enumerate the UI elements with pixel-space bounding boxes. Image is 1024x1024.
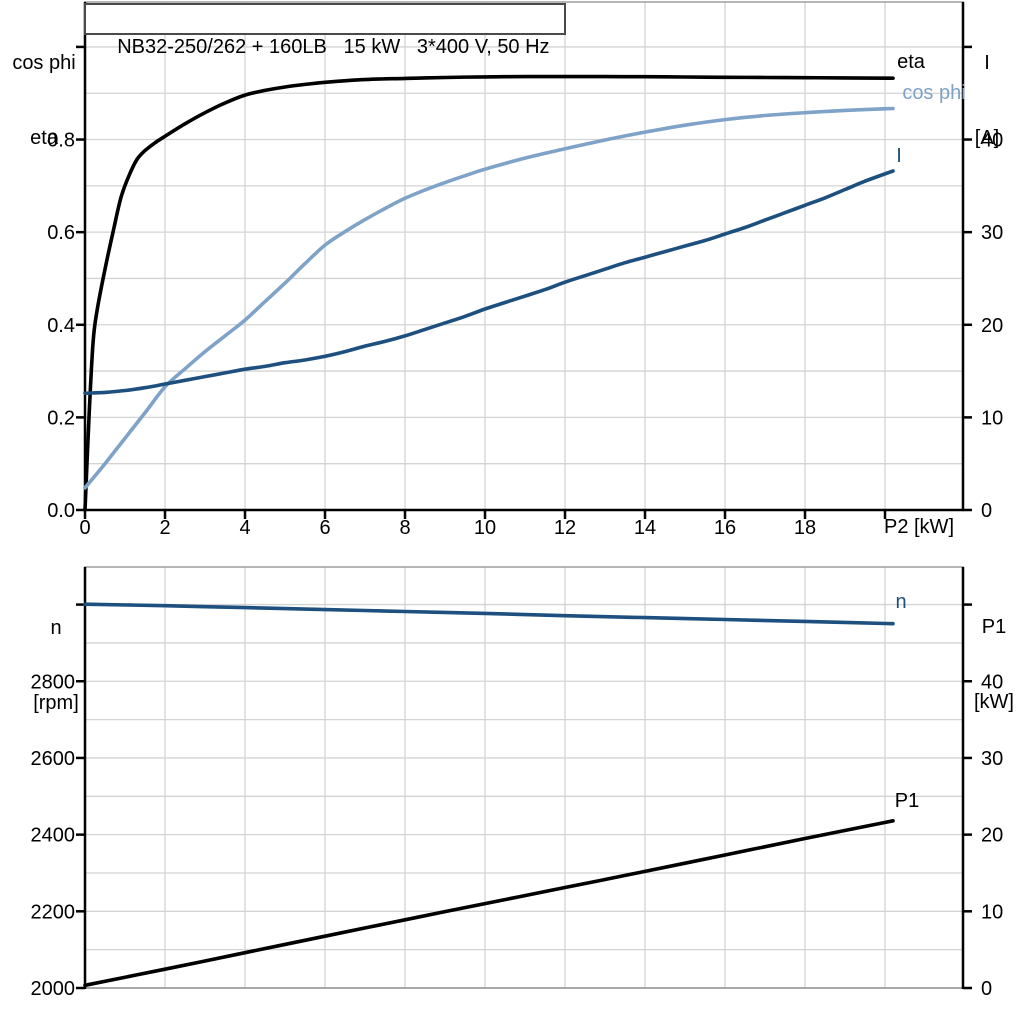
n-curve [83,602,895,626]
speed-axis-title-line1: n [50,617,62,639]
right-tick-label: 30 [981,748,1003,770]
bottom-left-axis-title: n [rpm] [18,566,94,766]
x-tick-label: 14 [634,517,656,539]
P1-curve-label: P1 [895,790,919,812]
right-tick-label: 40 [981,130,1003,152]
p1-axis-title-line2: [kW] [974,691,1014,713]
left-tick-label: 2200 [31,901,76,923]
n-curve-label: n [895,591,906,613]
left-tick-label: 0.4 [47,315,75,337]
left-tick-label: 2800 [31,671,76,693]
x-tick-label: 16 [714,517,736,539]
x-tick-label: 6 [319,517,330,539]
left-tick-label: 2000 [31,978,76,1000]
right-tick-label: 40 [981,671,1003,693]
left-tick-label: 0.2 [47,407,75,429]
right-tick-label: 10 [981,407,1003,429]
title-box: NB32-250/262 + 160LB 15 kW 3*400 V, 50 H… [84,3,566,58]
right-tick-label: 0 [981,978,992,1000]
left-tick-label: 2400 [31,825,76,847]
right-axis-title-line1: I [984,52,990,74]
cos-phi-curve-label: cos phi [902,82,965,104]
left-axis-title-line1: cos phi [12,52,76,74]
left-tick-label: 0.6 [47,222,75,244]
x-tick-label: 8 [399,517,410,539]
cos-phi-curve [83,106,895,490]
left-tick-label: 2600 [31,748,76,770]
x-axis-label: P2 [kW] [883,516,954,538]
x-tick-label: 18 [794,517,816,539]
speed-axis-title-line2: [rpm] [33,692,79,714]
eta-curve [83,74,895,512]
left-axis-title-line2: eta [30,127,58,149]
right-axis-title-line2: [A] [974,127,1000,149]
x-tick-label: 4 [239,517,250,539]
x-tick-label: 12 [554,517,576,539]
chart-title: NB32-250/262 + 160LB 15 kW 3*400 V, 50 H… [117,36,550,58]
right-tick-label: 20 [981,315,1003,337]
right-tick-label: 30 [981,222,1003,244]
x-tick-label: 2 [159,517,170,539]
left-tick-label: 0.8 [47,130,75,152]
p1-axis-title-line1: P1 [981,616,1007,638]
right-tick-label: 10 [981,901,1003,923]
top-right-axis-title: I [A] [952,1,1022,201]
bottom-right-axis-title: P1 [kW] [957,565,1024,765]
I-curve-label: I [896,145,902,167]
P1-curve [83,819,895,988]
right-tick-label: 0 [981,500,992,522]
left-tick-label: 0.0 [47,500,75,522]
x-tick-label: 10 [474,517,496,539]
top-left-axis-title: cos phi eta [6,1,82,201]
I-curve [83,169,895,396]
right-tick-label: 20 [981,825,1003,847]
eta-curve-label: eta [897,51,926,73]
x-tick-label: 0 [79,517,90,539]
